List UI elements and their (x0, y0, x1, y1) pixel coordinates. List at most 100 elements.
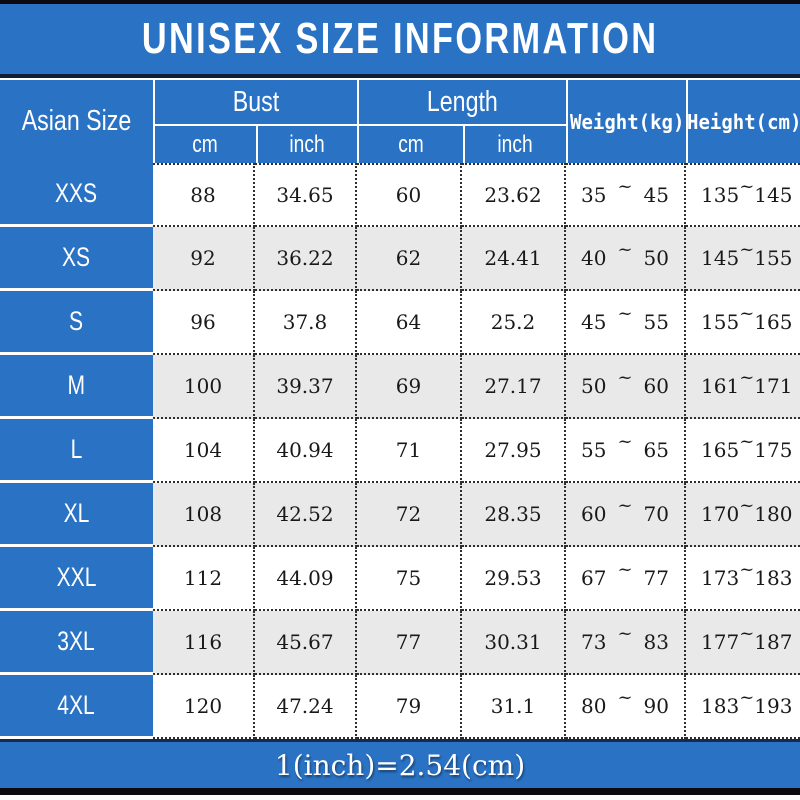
range-tilde: ~ (617, 238, 633, 260)
height-range-cell: 177 ~ 187 (686, 611, 800, 675)
length-cm-cell: 77 (357, 611, 462, 675)
height-min: 161 (701, 374, 740, 398)
header-length-cm-label: cm (398, 130, 424, 158)
table-row: XS 92 36.22 62 24.41 40 ~ 50 145 ~ 155 (0, 227, 800, 291)
size-cell: L (0, 419, 153, 483)
range-tilde: ~ (739, 366, 755, 388)
height-range-cell: 165 ~ 175 (686, 419, 800, 483)
weight-min: 50 (581, 374, 607, 398)
length-cm-cell: 72 (357, 483, 462, 547)
header-bust-inch: inch (255, 126, 357, 163)
length-cm-cell: 71 (357, 419, 462, 483)
bust-inch-cell: 44.09 (255, 547, 357, 611)
header-length-group: Length cm inch (357, 80, 566, 163)
height-max: 183 (754, 566, 793, 590)
weight-min: 60 (581, 502, 607, 526)
bust-inch-cell: 34.65 (255, 163, 357, 227)
size-label: XL (63, 498, 90, 528)
length-inch-cell: 25.2 (462, 291, 566, 355)
bust-inch-cell: 37.8 (255, 291, 357, 355)
bust-cm-cell: 116 (153, 611, 255, 675)
height-range-cell: 173 ~ 183 (686, 547, 800, 611)
height-range-cell: 170 ~ 180 (686, 483, 800, 547)
height-min: 177 (701, 630, 740, 654)
height-max: 175 (754, 438, 793, 462)
weight-max: 45 (643, 183, 669, 207)
range-tilde: ~ (739, 302, 755, 324)
weight-min: 73 (581, 630, 607, 654)
weight-min: 55 (581, 438, 607, 462)
height-range-cell: 155 ~ 165 (686, 291, 800, 355)
range-tilde: ~ (617, 622, 633, 644)
range-tilde: ~ (739, 558, 755, 580)
weight-range-cell: 67 ~ 77 (566, 547, 686, 611)
bust-inch-cell: 40.94 (255, 419, 357, 483)
height-range-cell: 135 ~ 145 (686, 163, 800, 227)
height-max: 165 (754, 310, 793, 334)
header-bust-group: Bust cm inch (153, 80, 357, 163)
range-tilde: ~ (617, 686, 633, 708)
bust-inch-cell: 39.37 (255, 355, 357, 419)
header-length-label: Length (427, 85, 498, 118)
size-cell: M (0, 355, 153, 419)
table-row: 4XL 120 47.24 79 31.1 80 ~ 90 183 ~ 193 (0, 675, 800, 739)
table-body: XXS 88 34.65 60 23.62 35 ~ 45 135 ~ 145 … (0, 163, 800, 739)
length-inch-cell: 31.1 (462, 675, 566, 739)
table-row: M 100 39.37 69 27.17 50 ~ 60 161 ~ 171 (0, 355, 800, 419)
bottom-margin (0, 795, 800, 800)
weight-max: 50 (643, 246, 669, 270)
size-label: 4XL (57, 690, 96, 720)
size-cell: S (0, 291, 153, 355)
table-row: XXL 112 44.09 75 29.53 67 ~ 77 173 ~ 183 (0, 547, 800, 611)
range-tilde: ~ (739, 622, 755, 644)
header-weight: Weight(kg) (566, 80, 686, 163)
bottom-border (0, 788, 800, 795)
weight-max: 77 (643, 566, 669, 590)
header-bust-label: Bust (232, 85, 280, 118)
header-asian-size: Asian Size (0, 80, 153, 163)
length-inch-cell: 30.31 (462, 611, 566, 675)
conversion-note-bar: 1(inch)=2.54(cm) (0, 739, 800, 788)
bust-cm-cell: 92 (153, 227, 255, 291)
size-label: XXL (56, 562, 97, 592)
header-bust-subrow: cm inch (155, 126, 357, 163)
weight-max: 90 (643, 694, 669, 718)
top-border (0, 0, 800, 4)
size-cell: XXS (0, 163, 153, 227)
bust-cm-cell: 104 (153, 419, 255, 483)
weight-min: 40 (581, 246, 607, 270)
length-cm-cell: 79 (357, 675, 462, 739)
table-row: XXS 88 34.65 60 23.62 35 ~ 45 135 ~ 145 (0, 163, 800, 227)
header-length-subrow: cm inch (359, 126, 566, 163)
range-tilde: ~ (617, 302, 633, 324)
height-min: 145 (701, 246, 740, 270)
length-cm-cell: 60 (357, 163, 462, 227)
weight-min: 80 (581, 694, 607, 718)
table-row: S 96 37.8 64 25.2 45 ~ 55 155 ~ 165 (0, 291, 800, 355)
title-bar: UNISEX SIZE INFORMATION (0, 4, 800, 74)
bust-inch-cell: 47.24 (255, 675, 357, 739)
size-cell: XS (0, 227, 153, 291)
bust-inch-cell: 42.52 (255, 483, 357, 547)
length-cm-cell: 69 (357, 355, 462, 419)
weight-range-cell: 35 ~ 45 (566, 163, 686, 227)
bust-cm-cell: 88 (153, 163, 255, 227)
weight-min: 35 (581, 183, 607, 207)
size-label: 3XL (57, 626, 96, 656)
range-tilde: ~ (617, 366, 633, 388)
bust-inch-cell: 45.67 (255, 611, 357, 675)
header-length: Length (359, 80, 566, 126)
height-min: 165 (701, 438, 740, 462)
weight-min: 45 (581, 310, 607, 334)
height-min: 155 (701, 310, 740, 334)
bust-cm-cell: 100 (153, 355, 255, 419)
table-row: 3XL 116 45.67 77 30.31 73 ~ 83 177 ~ 187 (0, 611, 800, 675)
header-length-inch: inch (462, 126, 566, 163)
length-inch-cell: 24.41 (462, 227, 566, 291)
length-inch-cell: 23.62 (462, 163, 566, 227)
size-label: XXS (55, 178, 98, 208)
length-cm-cell: 62 (357, 227, 462, 291)
bust-cm-cell: 112 (153, 547, 255, 611)
height-min: 173 (701, 566, 740, 590)
bust-cm-cell: 120 (153, 675, 255, 739)
